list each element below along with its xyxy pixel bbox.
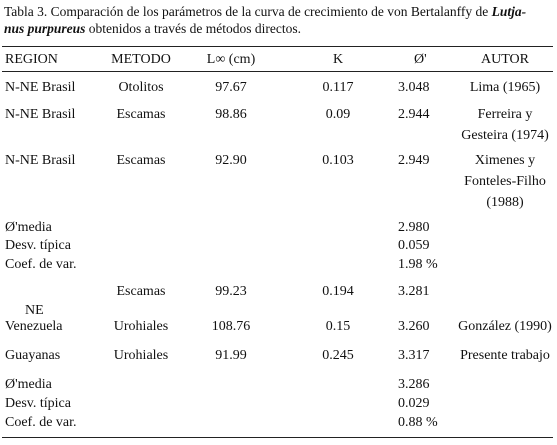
cell-region: Ø'media <box>5 220 52 235</box>
cell-k: 0.117 <box>322 80 354 95</box>
cell-metodo: METODO <box>111 52 171 67</box>
cell-autor: (1988) <box>486 195 524 210</box>
cell-autor: Presente trabajo <box>460 348 550 363</box>
cell-region: Coef. de var. <box>5 257 77 272</box>
cell-region: Coef. de var. <box>5 415 77 430</box>
cell-l-inf: 97.67 <box>215 80 247 95</box>
cell-phi: 3.286 <box>398 377 430 392</box>
caption-line: nus purpureus obtenidos a través de méto… <box>4 21 301 37</box>
cell-phi: 0.059 <box>398 238 430 253</box>
cell-l-inf: 92.90 <box>215 153 247 168</box>
cell-k: K <box>332 52 344 67</box>
cell-region: NE <box>25 303 44 318</box>
cell-phi: Ø' <box>414 52 427 67</box>
cell-phi: 2.949 <box>398 153 430 168</box>
cell-l-inf: 91.99 <box>215 348 247 363</box>
cell-phi: 3.260 <box>398 319 430 334</box>
cell-region: N-NE Brasil <box>5 107 76 122</box>
cell-metodo: Urohiales <box>113 319 169 334</box>
cell-phi: 0.88 % <box>398 415 438 430</box>
cell-autor: AUTOR <box>481 52 529 67</box>
cell-region: Desv. típica <box>5 238 71 253</box>
cell-metodo: Escamas <box>116 153 166 168</box>
cell-autor: Fonteles-Filho <box>464 174 546 189</box>
cell-region: Desv. típica <box>5 396 71 411</box>
cell-l-inf: 98.86 <box>215 107 247 122</box>
cell-metodo: Escamas <box>116 107 166 122</box>
cell-l-inf: 108.76 <box>211 319 251 334</box>
cell-k: 0.15 <box>325 319 351 334</box>
cell-autor: González (1990) <box>458 319 552 334</box>
bottom-rule <box>2 437 553 438</box>
cell-k: 0.09 <box>325 107 351 122</box>
cell-region: Venezuela <box>5 319 63 334</box>
cell-k: 0.194 <box>322 284 354 299</box>
caption-italic: Lutja- <box>491 4 527 19</box>
cell-autor: Ferreira y <box>477 107 533 122</box>
cell-autor: Lima (1965) <box>469 80 541 95</box>
caption-line: Tabla 3. Comparación de los parámetros d… <box>4 4 526 20</box>
cell-region: REGION <box>5 52 58 67</box>
cell-metodo: Escamas <box>116 284 166 299</box>
cell-l-inf: 99.23 <box>215 284 247 299</box>
caption-text: obtenidos a través de métodos directos. <box>85 21 301 36</box>
header-rule <box>2 71 553 72</box>
cell-phi: 2.980 <box>398 220 430 235</box>
cell-region: Guayanas <box>5 348 61 363</box>
cell-phi: 0.029 <box>398 396 430 411</box>
cell-k: 0.103 <box>322 153 354 168</box>
caption-italic: nus purpureus <box>4 21 86 36</box>
cell-autor: Gesteira (1974) <box>461 128 549 143</box>
cell-metodo: Urohiales <box>113 348 169 363</box>
cell-autor: Ximenes y <box>474 153 536 168</box>
cell-phi: 3.317 <box>398 348 430 363</box>
top-rule <box>2 46 553 47</box>
cell-phi: 3.281 <box>398 284 430 299</box>
cell-region: Ø'media <box>5 377 52 392</box>
cell-l-inf: L∞ (cm) <box>206 52 256 67</box>
cell-phi: 1.98 % <box>398 257 438 272</box>
cell-phi: 2.944 <box>398 107 430 122</box>
cell-phi: 3.048 <box>398 80 430 95</box>
cell-region: N-NE Brasil <box>5 80 76 95</box>
cell-region: N-NE Brasil <box>5 153 76 168</box>
caption-text: Tabla 3. Comparación de los parámetros d… <box>4 4 492 19</box>
cell-k: 0.245 <box>322 348 354 363</box>
cell-metodo: Otolitos <box>118 80 164 95</box>
